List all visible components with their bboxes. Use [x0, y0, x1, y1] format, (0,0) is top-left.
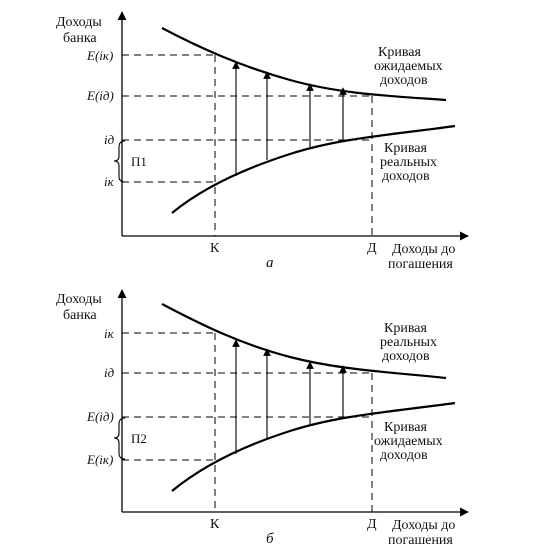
brace-label: П1 [131, 154, 147, 169]
y-tick-label: E(iд) [86, 88, 114, 103]
panel-a: Доходы банка E(iк) E(iд) iд iк П1 Кривая… [56, 11, 469, 272]
lower-curve-label: реальных [380, 155, 437, 170]
y-tick-label: iд [104, 365, 115, 380]
x-axis-title: Доходы до [392, 518, 455, 533]
y-axis-title: банка [63, 31, 97, 46]
upper-curve-label: реальных [380, 335, 437, 350]
upper-curve-label: доходов [380, 73, 428, 88]
upper-curve-label: Кривая [384, 321, 427, 336]
upper-curve-label: ожидаемых [374, 59, 443, 74]
brace [113, 417, 126, 460]
caption: а [266, 255, 274, 271]
x-tick-label: Д [367, 517, 377, 532]
x-tick-label: К [210, 517, 220, 532]
brace [113, 140, 126, 183]
y-axis-title: Доходы [56, 15, 102, 30]
y-tick-label: E(iд) [86, 409, 114, 424]
lower-curve-label: доходов [382, 169, 430, 184]
x-tick-label: Д [367, 241, 377, 256]
upper-curve-label: доходов [382, 349, 430, 364]
lower-curve [171, 124, 456, 214]
x-axis-title: погашения [388, 533, 453, 548]
y-tick-label: E(iк) [86, 48, 113, 63]
lower-curve-label: доходов [380, 448, 428, 463]
y-tick-label: E(iк) [86, 452, 113, 467]
y-axis-title: банка [63, 308, 97, 323]
y-tick-label: iд [104, 132, 115, 147]
caption: б [266, 531, 274, 547]
lower-curve-label: Кривая [384, 141, 427, 156]
lower-curve-label: ожидаемых [374, 434, 443, 449]
upper-curve [161, 27, 447, 102]
x-axis-title: погашения [388, 257, 453, 272]
upper-curve [161, 303, 447, 380]
upper-curve-label: Кривая [378, 45, 421, 60]
y-tick-label: iк [104, 174, 115, 189]
y-axis-title: Доходы [56, 292, 102, 307]
x-tick-label: К [210, 241, 220, 256]
panel-b: Доходы банка iк iд E(iд) E(iк) П2 Кривая… [56, 289, 469, 548]
brace-label: П2 [131, 431, 147, 446]
y-tick-label: iк [104, 326, 115, 341]
x-axis-title: Доходы до [392, 242, 455, 257]
lower-curve [171, 401, 456, 492]
lower-curve-label: Кривая [384, 420, 427, 435]
